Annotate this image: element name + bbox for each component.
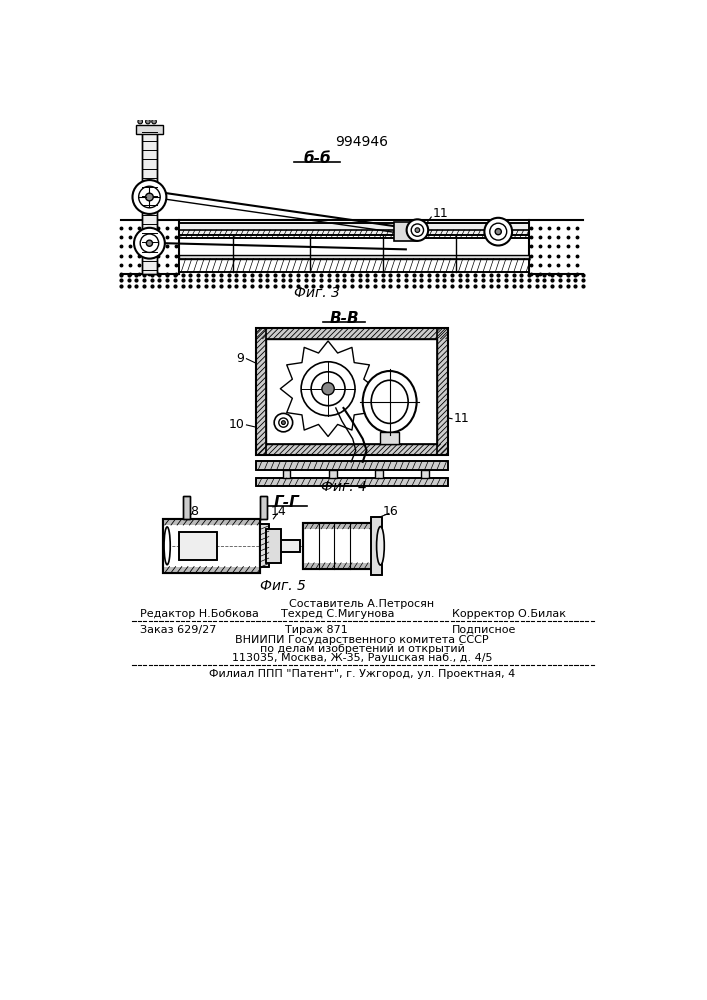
Text: Корректор О.Билак: Корректор О.Билак [452, 609, 566, 619]
Bar [163, 519, 259, 525]
Text: 11: 11 [454, 412, 469, 425]
Bar [395, 222, 417, 241]
Text: 8: 8 [190, 505, 198, 518]
Text: В-В: В-В [329, 311, 359, 326]
Bar [141, 128, 157, 274]
Ellipse shape [164, 527, 170, 565]
Text: 14: 14 [271, 505, 286, 518]
Text: Заказ 629/27: Заказ 629/27 [140, 625, 216, 635]
Text: б-б: б-б [303, 151, 331, 166]
Bar [380, 432, 399, 444]
Circle shape [484, 218, 512, 246]
Ellipse shape [363, 371, 416, 433]
Bar [375, 470, 382, 478]
Bar [259, 524, 269, 567]
Bar [260, 496, 267, 519]
Circle shape [311, 372, 345, 406]
Text: Техред С.Мигунова: Техред С.Мигунова [281, 609, 395, 619]
Text: Тираж 871: Тираж 871 [285, 625, 348, 635]
Bar [303, 523, 373, 529]
Bar [256, 444, 448, 455]
Circle shape [495, 229, 501, 235]
Text: Фиг. 3: Фиг. 3 [294, 286, 340, 300]
Circle shape [134, 228, 165, 259]
Bar [179, 223, 529, 235]
Bar [179, 259, 529, 272]
Bar [266, 529, 281, 563]
Text: 9: 9 [236, 352, 244, 365]
Text: 11: 11 [433, 207, 448, 220]
Text: Составитель А.Петросян: Составитель А.Петросян [289, 599, 435, 609]
Circle shape [146, 193, 153, 201]
Text: 113035, Москва, Ж-35, Раушская наб., д. 4/5: 113035, Москва, Ж-35, Раушская наб., д. … [232, 653, 492, 663]
Text: Г-Г: Г-Г [274, 495, 300, 510]
Bar [303, 563, 373, 569]
Text: Фиг. 5: Фиг. 5 [259, 579, 305, 593]
Circle shape [146, 119, 150, 124]
Bar [141, 128, 157, 274]
Bar [256, 328, 448, 339]
Bar [283, 470, 291, 478]
Bar [179, 230, 529, 238]
Circle shape [281, 421, 286, 425]
Circle shape [152, 119, 156, 124]
Bar [256, 461, 448, 470]
Circle shape [132, 180, 166, 214]
Text: Подписное: Подписное [452, 625, 516, 635]
Bar [163, 519, 259, 573]
Bar [163, 519, 259, 573]
Bar [267, 339, 438, 444]
Circle shape [407, 219, 428, 241]
Ellipse shape [377, 527, 385, 565]
Bar [182, 496, 190, 519]
Bar [303, 523, 373, 569]
Circle shape [301, 362, 355, 416]
Bar [421, 470, 429, 478]
Bar [269, 540, 300, 552]
Bar [256, 328, 448, 455]
Circle shape [322, 383, 334, 395]
Polygon shape [281, 341, 376, 436]
Bar [303, 523, 373, 569]
Bar [256, 328, 267, 455]
Bar [179, 255, 529, 259]
Bar [179, 259, 529, 272]
Text: 16: 16 [382, 505, 398, 518]
Text: Фиг. 4: Фиг. 4 [321, 480, 367, 494]
Bar [179, 223, 529, 235]
Circle shape [274, 413, 293, 432]
Bar [136, 125, 163, 134]
Text: 994946: 994946 [335, 135, 388, 149]
Text: 10: 10 [228, 418, 244, 431]
Circle shape [415, 228, 420, 232]
Bar [371, 517, 382, 575]
Text: по делам изобретений и открытий: по делам изобретений и открытий [259, 644, 464, 654]
Bar [179, 230, 529, 238]
Circle shape [138, 119, 143, 124]
Bar [260, 496, 267, 519]
Text: Филиал ППП "Патент", г. Ужгород, ул. Проектная, 4: Филиал ППП "Патент", г. Ужгород, ул. Про… [209, 669, 515, 679]
Ellipse shape [371, 380, 408, 423]
Bar [182, 496, 190, 519]
Bar [256, 478, 448, 486]
Bar [371, 517, 382, 575]
Text: Редактор Н.Бобкова: Редактор Н.Бобкова [140, 609, 259, 619]
Bar [259, 524, 269, 567]
Bar [179, 532, 217, 560]
Bar [163, 567, 259, 573]
Bar [329, 470, 337, 478]
Text: ВНИИПИ Государственного комитета СССР: ВНИИПИ Государственного комитета СССР [235, 635, 489, 645]
Bar [256, 478, 448, 486]
Bar [269, 540, 300, 552]
Bar [438, 328, 448, 455]
Bar [179, 532, 217, 560]
Bar [266, 529, 281, 563]
Bar [256, 461, 448, 470]
Circle shape [146, 240, 153, 246]
